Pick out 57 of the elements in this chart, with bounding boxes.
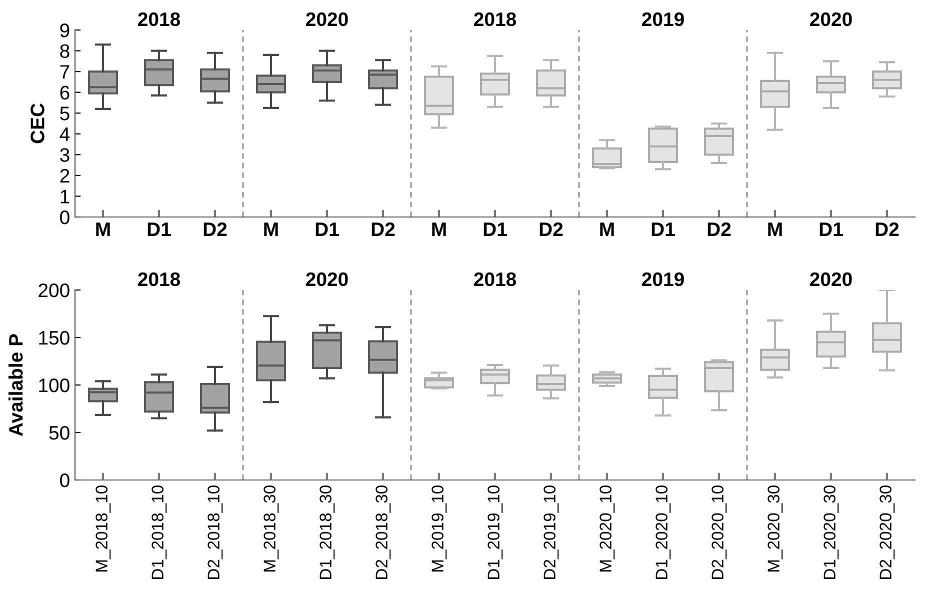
x-tick-label: M_2018_30 xyxy=(264,486,279,572)
y-tick-label: 2 xyxy=(60,168,70,182)
text: 2020 xyxy=(810,12,852,26)
x-tick-label: M xyxy=(768,222,782,236)
text: 2019 xyxy=(642,12,684,26)
text: 2020 xyxy=(810,272,852,286)
x-tick-label: D1 xyxy=(316,222,339,236)
x-tick-label: M_2018_10 xyxy=(96,486,111,572)
y-tick-label: 4 xyxy=(60,128,70,141)
x-tick-label: D1_2020_30 xyxy=(824,486,839,579)
text: 2020 xyxy=(306,12,348,26)
x-tick-label: D1 xyxy=(652,222,675,236)
x-tick-label: D2 xyxy=(372,222,395,236)
x-tick-label: D1_2018_10 xyxy=(152,486,167,579)
x-tick-label: D1_2020_10 xyxy=(656,486,671,579)
text: 2020 xyxy=(306,272,348,286)
y-tick-label: 8 xyxy=(60,44,70,58)
x-tick-label: D2_2018_30 xyxy=(376,486,391,579)
text: 2018 xyxy=(474,12,516,26)
text: 2018 xyxy=(474,272,516,286)
x-tick-label: D1 xyxy=(148,222,171,236)
y-tick-label: 9 xyxy=(60,23,70,38)
y-tick-label: 50 xyxy=(49,426,70,440)
x-tick-label: D1_2019_10 xyxy=(488,486,503,579)
text: 2019 xyxy=(642,272,684,286)
x-tick-label: M xyxy=(600,222,614,236)
x-tick-label: D1 xyxy=(820,222,843,236)
x-tick-label: D2 xyxy=(876,222,899,236)
x-tick-label: M_2020_10 xyxy=(600,486,615,572)
y-tick-label: 6 xyxy=(60,86,70,100)
x-tick-label: M_2020_30 xyxy=(768,486,783,572)
x-tick-label: M_2019_10 xyxy=(432,486,447,572)
x-tick-label: M xyxy=(96,222,110,236)
y-tick-label: 200 xyxy=(38,283,70,298)
x-tick-label: D2_2018_10 xyxy=(208,486,223,579)
y-axis-title: Available P xyxy=(8,334,23,436)
y-axis-title: CEC xyxy=(30,104,44,144)
x-tick-label: M xyxy=(264,222,278,236)
x-tick-label: M xyxy=(432,222,446,236)
x-tick-label: D1 xyxy=(484,222,507,236)
y-tick-label: 150 xyxy=(39,330,70,345)
x-tick-label: D1_2018_30 xyxy=(320,486,335,579)
y-tick-label: 0 xyxy=(60,210,70,224)
y-tick-label: 0 xyxy=(60,473,70,488)
x-tick-label: D2_2020_30 xyxy=(880,486,895,579)
y-tick-label: 3 xyxy=(60,148,70,162)
x-tick-label: D2_2020_10 xyxy=(712,486,727,579)
x-tick-label: D2 xyxy=(708,222,731,236)
text: 2018 xyxy=(138,272,180,286)
y-tick-label: 100 xyxy=(39,378,70,392)
y-tick-label: 1 xyxy=(60,190,70,204)
x-tick-label: D2 xyxy=(204,222,227,236)
y-tick-label: 7 xyxy=(60,65,70,79)
x-tick-label: D2 xyxy=(540,222,563,236)
text: 2018 xyxy=(138,12,180,26)
x-tick-label: D2_2019_10 xyxy=(544,486,559,579)
y-tick-label: 5 xyxy=(60,106,70,120)
